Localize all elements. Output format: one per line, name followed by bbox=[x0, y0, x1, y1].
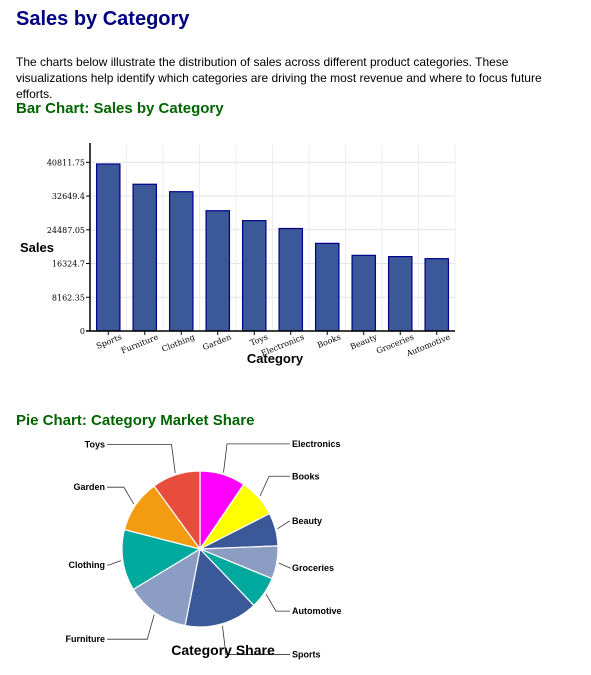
bar-y-ticks: 0 8162.35 16324.7 24487.05 32649.4 40811.75 bbox=[47, 158, 90, 336]
page-title: Sales by Category bbox=[16, 8, 190, 30]
bar-chart: 0 8162.35 16324.7 24487.05 32649.4 40811.75 S… bbox=[20, 143, 456, 366]
pie-leader-electronics bbox=[223, 443, 290, 473]
pie-labels: Electronics Books Beauty Groceries Automotiv… bbox=[66, 439, 342, 660]
pie-leader-toys bbox=[107, 444, 176, 473]
pie-chart-title: Category Share bbox=[171, 642, 275, 658]
bar-y-tick-label: 24487.05 bbox=[47, 226, 85, 235]
pie-slice-sports bbox=[184, 547, 255, 628]
pie-label-sports: Sports bbox=[292, 650, 321, 660]
bar-y-tick-label: 40811.75 bbox=[47, 158, 85, 167]
bar-y-tick-label: 32649.4 bbox=[52, 192, 85, 201]
pie-leaders bbox=[107, 443, 291, 655]
bar-y-tick-label: 0 bbox=[80, 327, 85, 336]
bar-axes bbox=[86, 143, 455, 332]
pie-leader-automotive bbox=[265, 593, 290, 612]
pie-leader-sports bbox=[222, 625, 290, 655]
bar-x-axis-title: Category bbox=[247, 351, 304, 366]
pie-label-automotive: Automotive bbox=[292, 606, 342, 616]
pie-section-title: Pie Chart: Category Market Share bbox=[16, 412, 255, 429]
bar-series bbox=[95, 163, 450, 332]
pie-label-books: Books bbox=[292, 471, 320, 481]
pie-leader-clothing bbox=[107, 560, 121, 566]
pie-slice-toys bbox=[153, 470, 201, 551]
bar-y-tick-label: 16324.7 bbox=[52, 260, 85, 269]
pie-leader-books bbox=[259, 475, 290, 497]
pie-label-toys: Toys bbox=[85, 439, 105, 449]
pie-leader-garden bbox=[107, 486, 135, 505]
pie-label-beauty: Beauty bbox=[292, 516, 322, 526]
intro-paragraph: The charts below illustrate the distribu… bbox=[16, 55, 542, 101]
pie-slices bbox=[121, 470, 279, 628]
bar-y-axis-title: Sales bbox=[20, 240, 54, 255]
pie-slice-furniture bbox=[132, 547, 201, 627]
bar-section-title: Bar Chart: Sales by Category bbox=[16, 100, 224, 117]
pie-label-groceries: Groceries bbox=[292, 563, 334, 573]
pie-label-electronics: Electronics bbox=[292, 439, 341, 449]
pie-label-clothing: Clothing bbox=[69, 560, 106, 570]
pie-label-furniture: Furniture bbox=[66, 634, 106, 644]
pie-leader-groceries bbox=[278, 562, 291, 569]
pie-label-garden: Garden bbox=[73, 482, 105, 492]
bar-y-tick-label: 8162.35 bbox=[52, 293, 85, 302]
pie-leader-beauty bbox=[277, 520, 290, 530]
pie-leader-furniture bbox=[107, 614, 155, 640]
